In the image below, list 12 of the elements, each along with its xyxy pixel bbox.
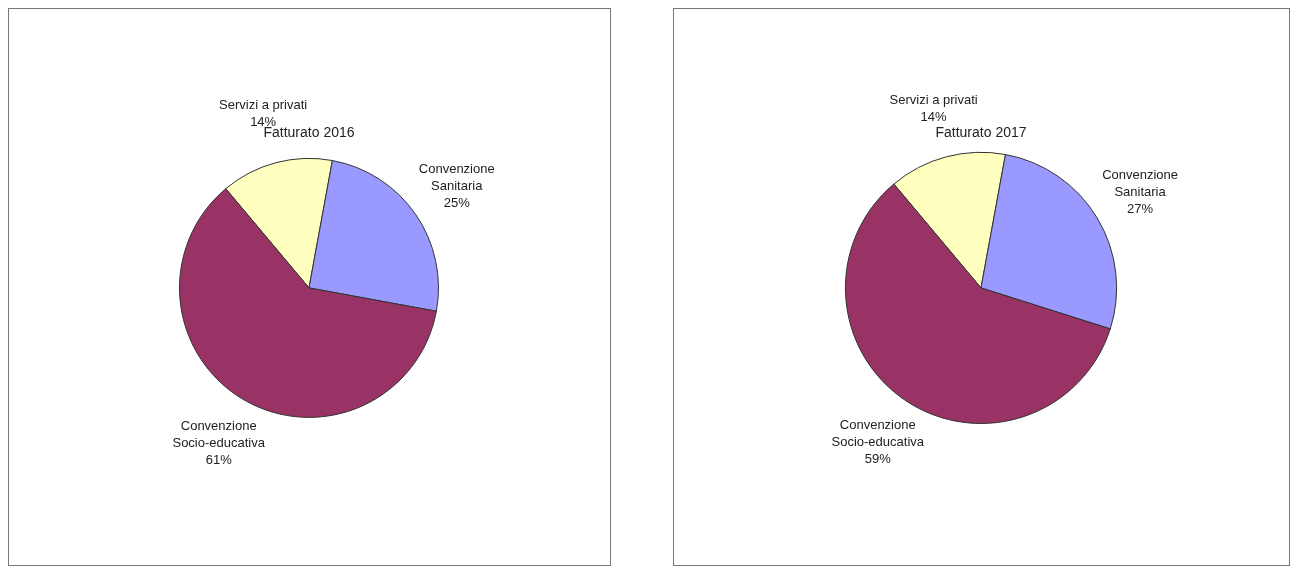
data-label: 61% (205, 451, 233, 467)
data-label: 27% (1127, 200, 1154, 216)
slice-label: Convenzione Socio-educativa (172, 417, 266, 450)
data-label: 25% (443, 194, 471, 210)
data-label: 14% (920, 108, 948, 124)
slice-label: Servizi a privati (889, 91, 978, 107)
text: Fatturato 2017 (935, 124, 1027, 141)
slice-label: Servizi a privati (219, 97, 308, 113)
slice-label: Convenzione Socio-educativa (831, 416, 925, 449)
data-label: 59% (864, 450, 892, 466)
slice-label: Convenzione Sanitaria (1102, 166, 1179, 199)
slice-label: Convenzione Sanitaria (418, 160, 495, 193)
